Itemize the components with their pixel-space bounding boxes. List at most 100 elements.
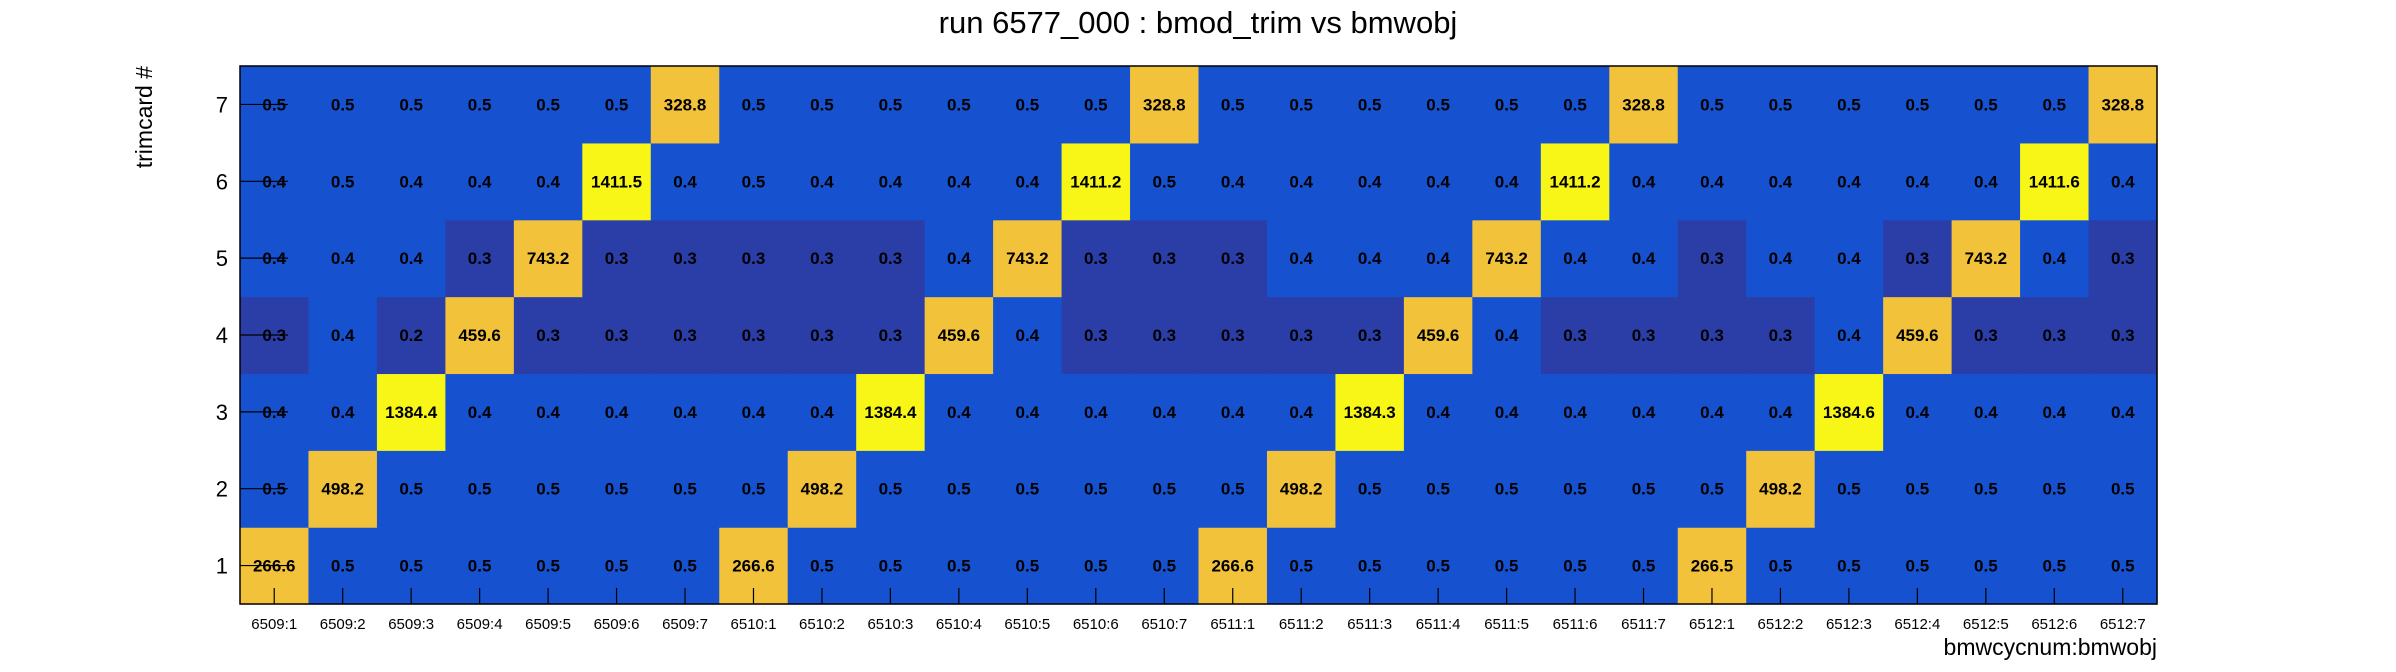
cell-value-label: 0.5 bbox=[399, 480, 423, 499]
cell-value-label: 0.4 bbox=[1974, 403, 1998, 422]
heatmap-cell bbox=[1335, 219, 1405, 298]
cell-value-label: 0.5 bbox=[536, 95, 560, 114]
heatmap-cell bbox=[1540, 450, 1610, 528]
heatmap-cell bbox=[1403, 450, 1473, 528]
heatmap-cell bbox=[1266, 450, 1337, 528]
cell-value-label: 0.4 bbox=[1700, 172, 1724, 191]
cell-value-label: 0.4 bbox=[399, 249, 423, 268]
cell-value-label: 0.4 bbox=[1289, 403, 1313, 422]
heatmap-cell bbox=[1677, 373, 1747, 451]
heatmap-cell bbox=[924, 142, 994, 221]
cell-value-label: 0.5 bbox=[1289, 95, 1313, 114]
cell-value-label: 0.3 bbox=[1632, 326, 1656, 345]
cell-value-label: 1384.3 bbox=[1344, 403, 1396, 422]
heatmap-cell bbox=[445, 219, 515, 298]
cell-value-label: 0.4 bbox=[536, 403, 560, 422]
cell-value-label: 0.5 bbox=[468, 95, 492, 114]
heatmap-cell bbox=[856, 450, 926, 528]
cell-value-label: 0.5 bbox=[399, 95, 423, 114]
cell-value-label: 0.5 bbox=[1084, 557, 1108, 576]
heatmap-cell bbox=[376, 219, 446, 298]
heatmap-cell bbox=[445, 142, 515, 221]
heatmap-cell bbox=[1540, 142, 1610, 221]
cell-value-label: 0.3 bbox=[1700, 326, 1724, 345]
heatmap-cell bbox=[1814, 219, 1884, 298]
heatmap-cell bbox=[719, 450, 789, 528]
heatmap-cell bbox=[1130, 450, 1200, 528]
cell-value-label: 0.5 bbox=[1426, 480, 1450, 499]
x-axis-title: bmwcycnum:bmwobj bbox=[1944, 634, 2157, 660]
cell-value-label: 0.5 bbox=[1906, 557, 1930, 576]
cell-value-label: 0.3 bbox=[1221, 249, 1245, 268]
cell-value-label: 0.5 bbox=[742, 172, 766, 191]
cell-value-label: 0.4 bbox=[1769, 249, 1793, 268]
heatmap-cell bbox=[1335, 450, 1405, 528]
heatmap-cell bbox=[1472, 219, 1542, 298]
cell-value-label: 0.5 bbox=[947, 95, 971, 114]
heatmap-cell bbox=[650, 66, 720, 144]
heatmap-cell bbox=[376, 142, 446, 221]
cell-value-label: 0.4 bbox=[262, 403, 286, 422]
cell-value-label: 0.3 bbox=[1769, 326, 1793, 345]
heatmap-cell bbox=[1061, 296, 1131, 375]
heatmap-cell bbox=[1677, 66, 1747, 144]
heatmap-cell bbox=[1266, 66, 1337, 144]
cell-value-label: 0.5 bbox=[810, 557, 834, 576]
cell-value-label: 0.5 bbox=[810, 95, 834, 114]
cell-value-label: 0.5 bbox=[1289, 557, 1313, 576]
cell-value-label: 0.5 bbox=[1221, 480, 1245, 499]
cell-value-label: 0.3 bbox=[1084, 249, 1108, 268]
heatmap-cell bbox=[308, 450, 378, 528]
x-tick-label: 6512:4 bbox=[1894, 616, 1940, 633]
heatmap-cell bbox=[1130, 66, 1200, 144]
cell-value-label: 0.5 bbox=[331, 172, 355, 191]
heatmap-cell bbox=[787, 219, 857, 298]
heatmap-cell bbox=[1198, 450, 1268, 528]
cell-value-label: 0.4 bbox=[1495, 403, 1519, 422]
heatmap-cell bbox=[1814, 296, 1884, 375]
cell-value-label: 0.4 bbox=[1084, 403, 1108, 422]
cell-value-label: 0.5 bbox=[1837, 480, 1861, 499]
cell-value-label: 328.8 bbox=[1622, 95, 1665, 114]
heatmap-cell bbox=[1677, 142, 1747, 221]
heatmap-cell bbox=[1814, 142, 1884, 221]
cell-value-label: 0.5 bbox=[1016, 557, 1040, 576]
heatmap-cell bbox=[2020, 142, 2090, 221]
cell-value-label: 0.4 bbox=[1632, 403, 1656, 422]
cell-value-label: 0.5 bbox=[947, 480, 971, 499]
cell-value-label: 0.5 bbox=[879, 557, 903, 576]
heatmap-cell bbox=[1266, 296, 1337, 375]
cell-value-label: 0.5 bbox=[536, 557, 560, 576]
cell-value-label: 0.5 bbox=[673, 557, 697, 576]
cell-value-label: 0.5 bbox=[2042, 480, 2066, 499]
cell-value-label: 0.3 bbox=[1084, 326, 1108, 345]
heatmap-cell bbox=[1403, 373, 1473, 451]
cell-value-label: 0.5 bbox=[1084, 95, 1108, 114]
plot-frame bbox=[239, 65, 2158, 605]
heatmap-cell bbox=[1609, 373, 1679, 451]
cell-value-label: 0.3 bbox=[1221, 326, 1245, 345]
heatmap-cell bbox=[308, 373, 378, 451]
cell-value-label: 0.5 bbox=[262, 480, 286, 499]
cell-value-label: 0.4 bbox=[1769, 403, 1793, 422]
heatmap-cell bbox=[308, 219, 378, 298]
cell-value-label: 0.3 bbox=[1152, 326, 1176, 345]
heatmap-cell bbox=[1951, 142, 2021, 221]
heatmap-cell bbox=[1198, 66, 1268, 144]
x-tick-label: 6511:7 bbox=[1621, 616, 1666, 633]
heatmap-cell bbox=[993, 373, 1063, 451]
cell-value-label: 498.2 bbox=[1280, 480, 1323, 499]
x-tick-label: 6512:3 bbox=[1826, 616, 1872, 633]
cell-value-label: 0.5 bbox=[331, 557, 355, 576]
cell-value-label: 0.4 bbox=[1632, 172, 1656, 191]
cell-value-label: 0.4 bbox=[2111, 403, 2135, 422]
cell-value-label: 0.5 bbox=[331, 95, 355, 114]
heatmap-cell bbox=[2088, 450, 2158, 528]
heatmap-cell bbox=[2088, 296, 2158, 375]
y-tick-label: 4 bbox=[216, 323, 228, 348]
heatmap-cell bbox=[1403, 142, 1473, 221]
cell-value-label: 0.3 bbox=[742, 249, 766, 268]
chart-title: run 6577_000 : bmod_trim vs bmwobj bbox=[939, 5, 1458, 40]
cell-value-label: 0.5 bbox=[1358, 95, 1382, 114]
heatmap-cell bbox=[1883, 296, 1953, 375]
